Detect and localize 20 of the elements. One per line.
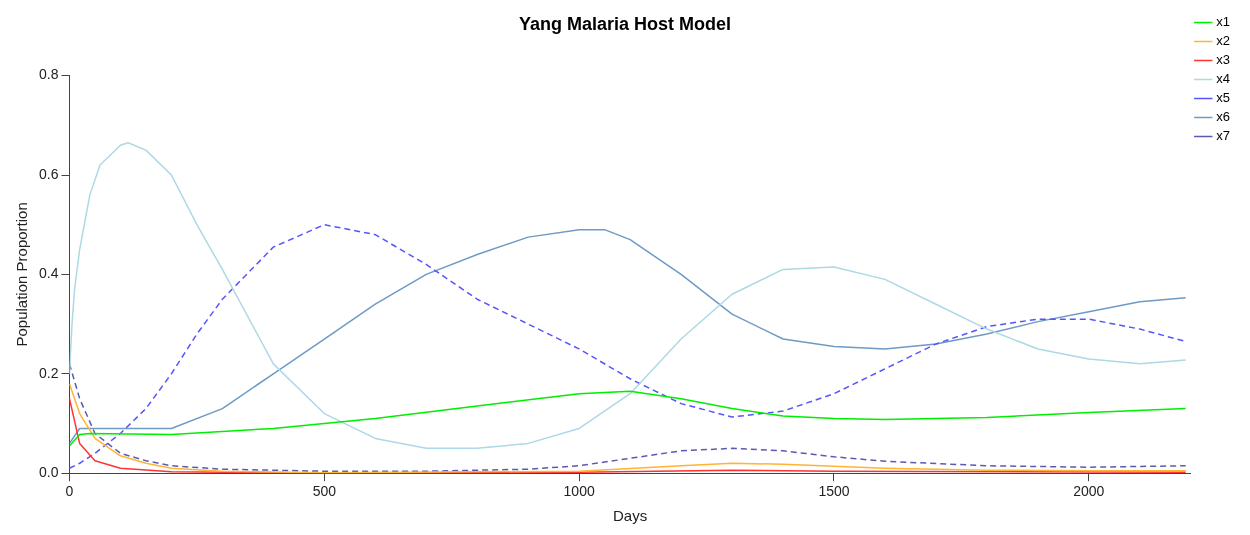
chart-title: Yang Malaria Host Model <box>518 13 732 34</box>
y-tick-label: 0.8 <box>38 66 59 83</box>
legend-label: x2 <box>1216 33 1230 49</box>
y-tick-label: 0.6 <box>38 165 59 182</box>
y-axis-title: Population Proportion <box>13 202 31 347</box>
x-tick-label: 2000 <box>1073 483 1105 500</box>
x-tick-label: 0 <box>65 483 74 500</box>
x-tick-label: 500 <box>312 483 337 500</box>
legend-label: x1 <box>1216 14 1230 30</box>
legend-label: x4 <box>1216 71 1230 87</box>
x-axis-title: Days <box>613 507 648 525</box>
x-tick-label: 1500 <box>818 483 850 500</box>
y-tick-label: 0.2 <box>38 364 59 381</box>
legend-label: x3 <box>1216 52 1230 68</box>
legend-label: x7 <box>1216 128 1230 144</box>
x-tick-label: 1000 <box>563 483 595 500</box>
y-tick-label: 0.4 <box>38 265 59 282</box>
legend-label: x5 <box>1216 90 1230 106</box>
y-tick-label: 0.0 <box>38 464 59 481</box>
legend-label: x6 <box>1216 109 1230 125</box>
